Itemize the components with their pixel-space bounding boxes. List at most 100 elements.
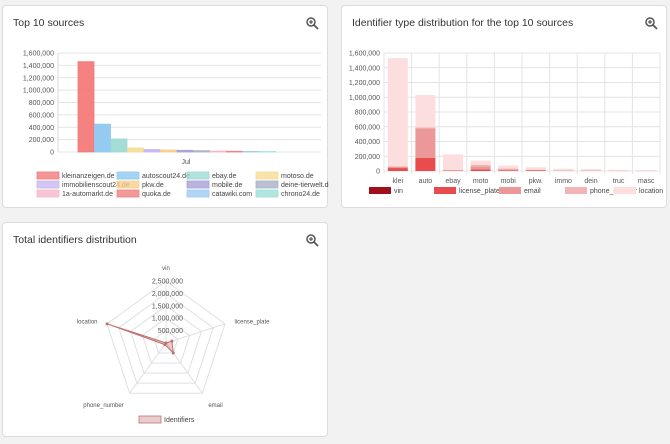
legend-label: Identifiers	[164, 417, 195, 424]
bar-segment-location	[498, 165, 519, 169]
zoom-in-icon[interactable]	[644, 16, 658, 30]
y-tick-label: 1,600,000	[349, 51, 380, 58]
radar-axis-label: license_plate	[234, 319, 270, 325]
bar-segment-location	[553, 168, 574, 171]
bar-segment-location	[415, 95, 436, 128]
legend-swatch	[565, 187, 587, 194]
legend-label: ebay.de	[212, 173, 236, 180]
legend-swatch	[255, 189, 279, 198]
x-tick-label: Jul	[182, 159, 191, 166]
legend-label: 1a-automarkt.de	[62, 191, 113, 198]
bar-segment-location	[636, 170, 657, 171]
card-title: Identifier type distribution for the top…	[352, 17, 574, 29]
type-distribution-chart: 0 200,000 400,000 600,000 800,000 1,000,000 1,…	[349, 51, 663, 196]
bar-pkw.de	[160, 149, 177, 153]
y-tick-label: 600,000	[355, 124, 380, 131]
bar-segment-location	[608, 169, 629, 171]
legend-swatch	[138, 415, 162, 424]
y-tick-label: 1,000,000	[23, 88, 54, 95]
y-tick-label: 200,000	[29, 137, 54, 144]
x-tick-label: dein	[584, 178, 597, 185]
bar-segment-phone_number	[415, 127, 436, 129]
legend-label: kleinanzeigen.de	[62, 173, 115, 180]
legend-swatch	[186, 171, 210, 180]
x-tick-label: mobi	[501, 178, 517, 185]
bar-1a-automarkt.de	[209, 150, 227, 153]
bar-mobile.de	[176, 149, 194, 153]
radar-tick-label: 500,000	[158, 328, 183, 335]
legend-swatch	[186, 180, 210, 189]
legend-label: pkw.de	[142, 182, 164, 189]
bar-ebay.de	[110, 138, 128, 153]
x-tick-label: auto	[419, 178, 433, 185]
bar-segment-location	[387, 58, 408, 167]
y-tick-label: 1,600,000	[23, 51, 54, 58]
y-tick-label: 400,000	[355, 139, 380, 146]
legend-label: deine-tierwelt.de	[281, 182, 329, 189]
zoom-in-icon[interactable]	[305, 233, 319, 247]
y-tick-label: 0	[50, 150, 54, 157]
legend-swatch	[499, 187, 521, 194]
bar-segment-license_plate	[498, 170, 519, 171]
radar-spoke	[165, 323, 226, 344]
legend-swatch	[116, 189, 140, 198]
legend-label: phone_number	[590, 188, 638, 195]
legend-swatch	[614, 187, 636, 194]
x-tick-label: immo	[555, 178, 572, 185]
top-sources-chart: 0 200,000 400,000 600,000 800,000 1,000,000 1,…	[23, 51, 329, 199]
radar-point	[163, 343, 167, 347]
legend-label: mobile.de	[212, 182, 242, 189]
legend-swatch	[36, 171, 60, 180]
radar-tick-label: 1,000,000	[152, 316, 183, 323]
bar-segment-email	[443, 169, 463, 171]
legend-swatch	[36, 180, 60, 189]
radar-tick-label: 2,500,000	[152, 279, 183, 286]
bar-deine-tierwelt.de	[193, 150, 210, 153]
bar-segment-license_plate	[387, 168, 408, 171]
y-tick-label: 1,200,000	[349, 80, 380, 87]
top-sources-card: Top 10 sources 0 200,000 400,000 600,000 800…	[2, 5, 329, 208]
x-tick-label: klei	[393, 178, 404, 185]
bar-segment-location	[525, 167, 546, 170]
radar-grid-ring	[118, 292, 214, 384]
bar-motoso.de	[127, 147, 144, 153]
x-tick-label: truc	[613, 178, 625, 185]
bar-segment-phone_number	[498, 168, 519, 170]
bar-catawiki.com	[242, 151, 260, 153]
radar-axis-label: vin	[162, 266, 170, 272]
bar-segment-license_plate	[415, 157, 436, 171]
type-distribution-card: Identifier type distribution for the top…	[341, 5, 667, 208]
legend-label: email	[524, 188, 541, 195]
radar-tick-label: 1,500,000	[152, 303, 183, 310]
legend-label: catawiki.com	[212, 191, 252, 198]
radar-grid-ring	[153, 329, 179, 354]
bar-segment-location	[443, 154, 463, 170]
bar-segment-email	[498, 169, 519, 171]
radar-axis-label: location	[77, 319, 98, 325]
radar-axis-label: phone_number	[83, 403, 123, 409]
y-tick-label: 400,000	[29, 125, 54, 132]
y-tick-label: 0	[376, 169, 380, 176]
legend-label: immobilienscout24.de	[62, 182, 130, 189]
bar-kleinanzeigen.de	[77, 61, 95, 153]
radar-axis-label: email	[208, 403, 222, 409]
radar-grid-ring	[106, 280, 226, 394]
legend-swatch	[116, 171, 140, 180]
card-title: Top 10 sources	[13, 17, 85, 29]
radar-tick-label: 2,000,000	[152, 291, 183, 298]
y-tick-label: 200,000	[355, 154, 380, 161]
y-tick-label: 800,000	[29, 100, 54, 107]
y-tick-label: 1,000,000	[349, 95, 380, 102]
bar-segment-email	[387, 166, 408, 169]
bar-segment-license_plate	[470, 169, 491, 171]
zoom-in-icon[interactable]	[305, 16, 319, 30]
radar-grid-ring	[141, 317, 191, 364]
radar-grid-ring	[130, 305, 202, 374]
legend-swatch	[255, 180, 279, 189]
x-tick-label: moto	[473, 178, 489, 185]
radar-spoke	[129, 342, 167, 394]
legend-swatch	[369, 187, 391, 194]
bar-quoka.de	[226, 150, 243, 153]
legend-label: vin	[394, 188, 403, 195]
legend-label: location	[639, 188, 663, 195]
